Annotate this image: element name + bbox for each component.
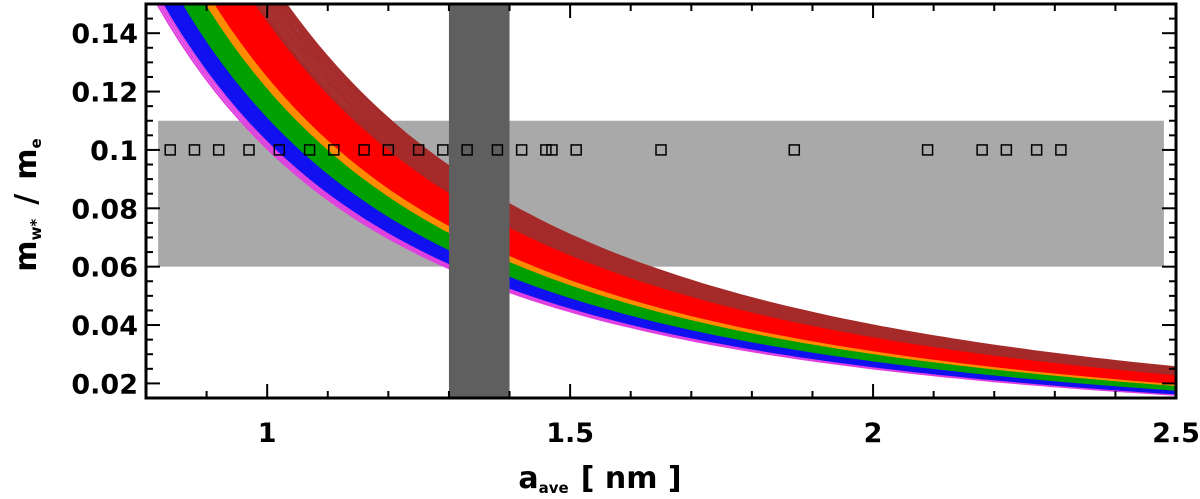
data-marker [243, 144, 255, 156]
axis-ticks: 1 1.5 2 2.5 0.02 0.04 0.06 0.08 0.1 0.12 0.14 [71, 3, 1200, 449]
y-tick-label: 0.12 [71, 78, 138, 109]
x-tick-label: 2 [864, 418, 883, 449]
data-marker [328, 144, 340, 156]
y-axis-label: mw*/me [9, 138, 45, 271]
x-tick-label: 2.5 [1152, 418, 1200, 449]
curves-layer [156, 4, 1176, 396]
y-tick-label: 0.14 [71, 19, 138, 50]
vertical-band [448, 4, 510, 398]
markers-layer [164, 144, 1067, 156]
plot-border [144, 2, 1178, 400]
y-tick-label: 0.1 [90, 136, 138, 167]
y-tick-label: 0.06 [71, 253, 138, 284]
data-marker [491, 144, 504, 156]
curve-darkred [284, 4, 1176, 369]
x-tick-label: 1.5 [546, 418, 594, 449]
y-tick-label: 0.08 [71, 194, 138, 225]
data-marker [1000, 144, 1013, 156]
data-marker [515, 144, 528, 156]
data-marker [540, 144, 552, 156]
y-tick-label: 0.04 [71, 311, 138, 342]
data-marker [358, 144, 370, 156]
data-marker [570, 144, 582, 156]
data-marker [273, 144, 286, 156]
data-marker [164, 144, 176, 156]
data-marker [303, 144, 316, 156]
data-marker [1055, 144, 1067, 156]
data-marker [437, 144, 449, 156]
data-marker [921, 144, 934, 156]
vertical-band-layer [448, 4, 510, 398]
y-tick-label: 0.02 [71, 369, 138, 400]
series-darkred [254, 4, 1176, 376]
data-marker [655, 144, 667, 156]
data-marker [382, 144, 395, 156]
data-marker [188, 144, 201, 156]
x-tick-label: 1 [258, 418, 277, 449]
data-marker [976, 144, 988, 156]
data-marker [212, 144, 225, 156]
data-marker [461, 144, 473, 156]
plot-frame [144, 2, 1178, 400]
x-axis-label: aave[ nm ] [518, 461, 681, 497]
data-marker [412, 144, 425, 156]
data-marker [546, 144, 558, 156]
data-marker [788, 144, 801, 156]
data-marker [1030, 144, 1043, 156]
